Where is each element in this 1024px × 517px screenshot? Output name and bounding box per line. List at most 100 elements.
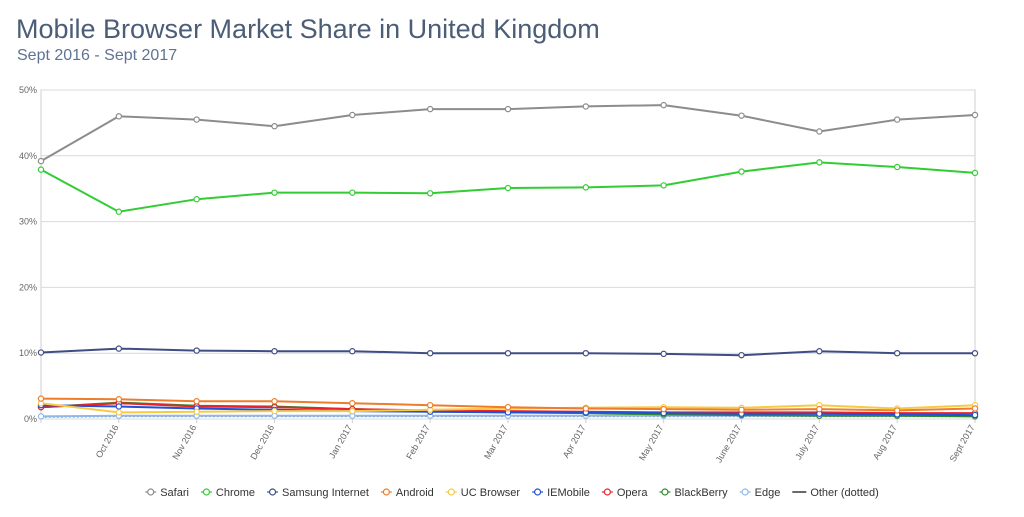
data-point (738, 351, 745, 359)
data-point (738, 406, 745, 413)
plot-frame (40, 89, 976, 420)
data-point (349, 407, 356, 415)
data-point (115, 208, 123, 215)
legend-label: Edge (755, 487, 781, 499)
legend-label: Safari (160, 487, 189, 499)
data-point (37, 395, 45, 402)
legend-label: Chrome (216, 487, 255, 499)
y-tick-label: 10% (19, 348, 37, 358)
legend-label: Android (396, 487, 434, 499)
legend-label: Samsung Internet (282, 487, 369, 499)
legend-label: BlackBerry (674, 487, 728, 499)
grid-layer (40, 89, 976, 420)
data-point (660, 182, 667, 189)
data-point (193, 398, 200, 405)
data-point (738, 112, 745, 119)
legend-marker (741, 488, 749, 496)
data-point (349, 348, 356, 355)
x-tick-label: Aug 2017 (871, 423, 899, 461)
data-point (37, 157, 45, 165)
x-tick-label: Apr 2017 (561, 423, 588, 460)
data-point (115, 113, 123, 120)
chart-subtitle: Sept 2016 - Sept 2017 (17, 47, 178, 64)
legend-label: IEMobile (547, 487, 590, 499)
data-point (971, 169, 979, 177)
legend-label: UC Browser (461, 487, 521, 499)
x-tick-label: Nov 2016 (170, 423, 198, 461)
data-point (426, 105, 434, 113)
data-point (504, 105, 512, 113)
data-point (193, 116, 200, 123)
legend-marker (382, 488, 390, 496)
data-point (660, 405, 667, 413)
data-point (426, 401, 434, 409)
data-point (971, 350, 979, 357)
data-point (115, 409, 123, 416)
y-tick-label: 30% (19, 217, 37, 227)
legend-item-iemobile[interactable]: IEMobile (532, 487, 590, 499)
data-point (271, 407, 278, 415)
legend-item-uc-browser[interactable]: UC Browser (445, 487, 521, 499)
series-line (40, 104, 976, 162)
legend[interactable]: Safari Chrome Samsung Internet Android UC Br… (145, 487, 879, 499)
legend-item-opera[interactable]: Opera (601, 487, 648, 499)
y-tick-label: 0% (24, 414, 37, 424)
legend-item-chrome[interactable]: Chrome (200, 487, 255, 499)
data-point (504, 184, 512, 192)
data-point (816, 159, 823, 166)
data-point (816, 405, 823, 413)
data-point (816, 348, 823, 355)
legend-item-blackberry[interactable]: BlackBerry (659, 487, 728, 499)
data-point (115, 396, 123, 403)
x-tick-label: May 2017 (637, 423, 665, 462)
data-point (271, 348, 278, 355)
data-point (660, 101, 667, 109)
data-point (349, 400, 356, 407)
x-tick-label: Mar 2017 (482, 423, 510, 461)
data-point (115, 403, 123, 410)
data-point (426, 190, 434, 197)
legend-item-samsung-internet[interactable]: Samsung Internet (267, 487, 369, 499)
data-point (504, 403, 512, 411)
data-point (504, 350, 512, 357)
legend-marker (533, 488, 542, 496)
data-point (349, 111, 356, 119)
data-point (193, 196, 200, 203)
data-point (37, 413, 45, 420)
data-point (271, 398, 278, 405)
legend-label: Other (dotted) (810, 487, 878, 499)
legend-label: Opera (617, 487, 648, 499)
data-point (115, 345, 123, 352)
data-point (971, 111, 979, 119)
data-point (893, 350, 901, 357)
data-point (660, 350, 667, 358)
data-point (582, 405, 590, 412)
series-android (37, 395, 979, 414)
y-tick-label: 40% (19, 151, 37, 161)
legend-item-android[interactable]: Android (380, 487, 434, 499)
data-point (349, 189, 356, 196)
series-safari (37, 101, 979, 165)
legend-item-other-dotted[interactable]: Other (dotted) (792, 487, 879, 499)
data-point (816, 128, 823, 135)
series-layer (37, 101, 979, 420)
data-point (193, 408, 200, 415)
series-samsung-internet (37, 345, 979, 359)
data-point (893, 407, 901, 414)
legend-item-edge[interactable]: Edge (739, 487, 781, 499)
y-tick-label: 20% (19, 282, 37, 292)
data-point (582, 103, 590, 110)
series-chrome (37, 159, 979, 215)
data-point (193, 347, 200, 354)
x-tick-label: June 2017 (714, 423, 744, 464)
legend-marker (661, 488, 669, 496)
data-point (582, 184, 590, 191)
x-tick-label: Sept 2017 (948, 423, 977, 464)
data-point (37, 166, 45, 173)
data-point (971, 411, 979, 419)
data-point (582, 350, 590, 357)
legend-item-safari[interactable]: Safari (145, 487, 189, 499)
legend-marker (603, 488, 611, 496)
x-tick-label: Feb 2017 (404, 423, 432, 461)
data-point (738, 168, 745, 175)
